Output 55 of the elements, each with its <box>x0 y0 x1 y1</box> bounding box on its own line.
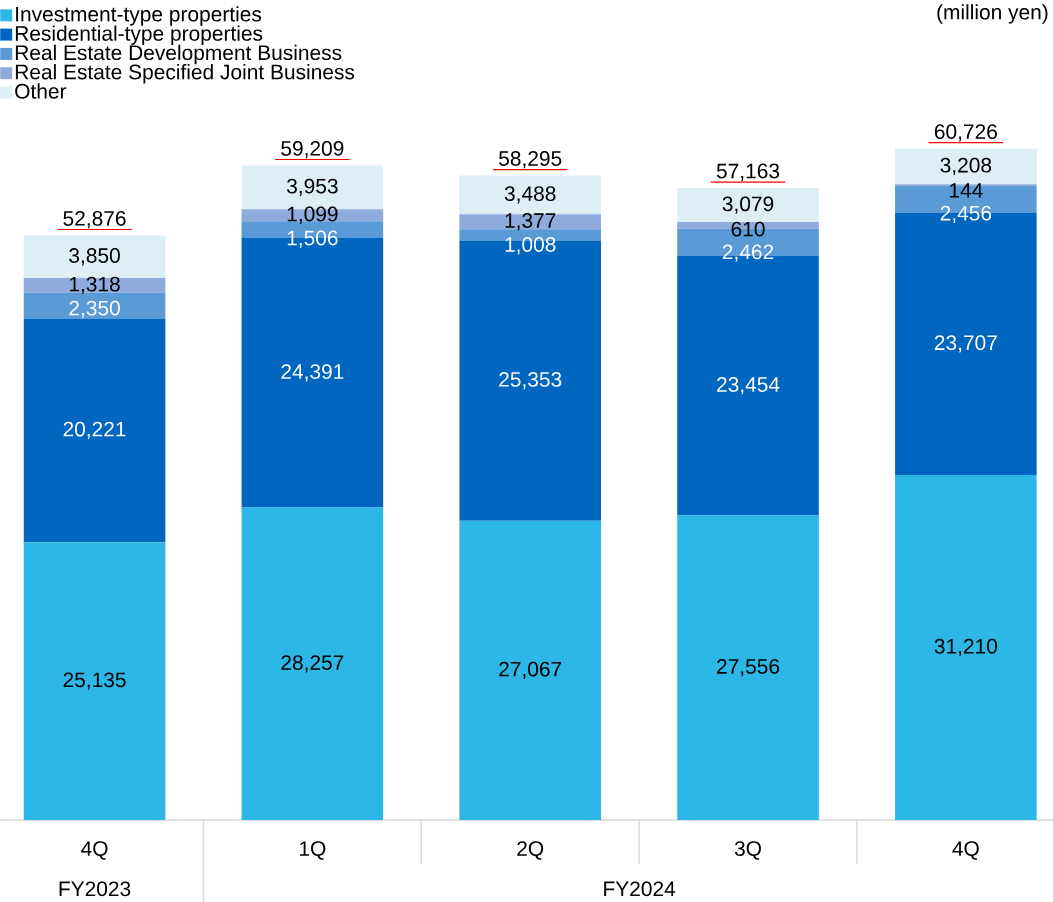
bar <box>677 515 819 820</box>
data-label: 27,067 <box>499 661 562 680</box>
x-tick-label: 1Q <box>300 841 326 860</box>
data-label: 23,454 <box>717 377 780 395</box>
data-label: 610 <box>731 221 765 237</box>
data-label: 1,008 <box>505 237 556 255</box>
bar <box>459 214 601 230</box>
data-label: 1,099 <box>287 206 338 224</box>
data-label: 3,953 <box>286 178 338 196</box>
total-label: 59,209 <box>281 140 344 159</box>
data-label: 3,488 <box>504 186 556 204</box>
bar <box>895 148 1037 185</box>
data-label: 25,135 <box>63 672 126 690</box>
bar <box>23 542 166 820</box>
legend-label: Other <box>15 83 67 99</box>
text: FY2024 <box>604 881 676 897</box>
data-label: 28,257 <box>281 655 344 673</box>
data-label: 1,377 <box>505 213 556 231</box>
bar <box>459 175 601 215</box>
text: (million yen) <box>937 4 1048 24</box>
data-label: 25,353 <box>499 371 562 390</box>
data-label: 20,221 <box>63 421 126 439</box>
data-label: 3,850 <box>69 248 120 266</box>
data-label: 3,208 <box>940 157 992 176</box>
bar <box>241 507 384 820</box>
data-label: 3,079 <box>722 196 774 214</box>
x-tick-label: 3Q <box>734 841 761 860</box>
data-label: 23,707 <box>934 335 997 353</box>
text: FY2023 <box>59 881 131 897</box>
data-label: 24,391 <box>281 364 344 382</box>
data-label: 2,462 <box>722 244 774 262</box>
bar <box>895 474 1037 820</box>
x-tick-label: 4Q <box>952 841 979 860</box>
data-label: 1,318 <box>69 276 120 294</box>
bar <box>23 278 166 293</box>
total-label: 58,295 <box>499 151 562 169</box>
bar <box>459 520 601 820</box>
legend-label: Real Estate Development Business <box>15 44 342 65</box>
bar <box>677 188 819 223</box>
data-label: 2,456 <box>940 205 992 224</box>
data-label: 2,350 <box>69 300 120 318</box>
total-label: 60,726 <box>934 124 997 142</box>
legend-label: Real Estate Specified Joint Business <box>15 64 355 84</box>
legend-label: Residential-type properties <box>15 25 263 45</box>
data-label: 31,210 <box>934 638 998 657</box>
x-tick-label: 4Q <box>81 841 108 860</box>
data-label: 1,506 <box>287 230 338 248</box>
legend-label: Investment-type properties <box>16 6 262 26</box>
data-label: 27,556 <box>717 659 780 677</box>
bar <box>23 318 166 543</box>
data-label: 144 <box>949 183 983 198</box>
total-label: 52,876 <box>63 210 126 229</box>
bar <box>23 292 166 319</box>
x-tick-label: 2Q <box>517 841 544 860</box>
total-label: 57,163 <box>716 163 780 181</box>
